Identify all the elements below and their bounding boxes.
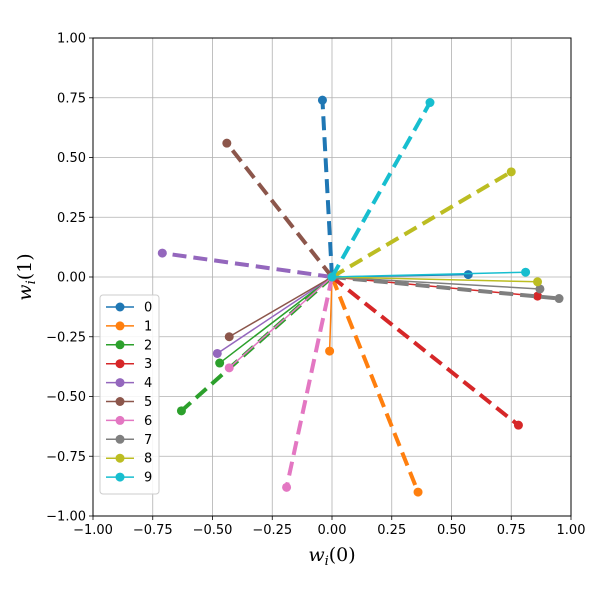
series-1-dashed-line — [330, 276, 420, 493]
legend-item-5: 5 — [106, 395, 152, 410]
series-7-dashed-point — [554, 294, 564, 304]
x-tick-label: 0.50 — [437, 523, 466, 538]
legend-label: 2 — [144, 338, 152, 353]
series-3-dashed-point — [513, 420, 523, 430]
legend-item-1: 1 — [106, 319, 152, 334]
legend-item-2: 2 — [106, 338, 152, 353]
x-tick-label: −0.25 — [252, 523, 292, 538]
legend-marker — [115, 340, 125, 350]
x-axis-label: wi(0) — [308, 544, 355, 569]
legend-item-8: 8 — [106, 452, 152, 467]
legend-item-6: 6 — [106, 414, 152, 429]
series-5-solid-line — [228, 276, 333, 338]
series-9-solid-line — [331, 271, 526, 278]
legend-label: 7 — [144, 433, 152, 448]
series-9 — [327, 98, 531, 282]
legend-marker — [115, 397, 125, 406]
series-4-solid-point — [212, 348, 222, 358]
series-3-dashed-line — [330, 275, 520, 427]
series-3-solid-point — [533, 291, 543, 301]
series-8-dashed-line — [330, 170, 513, 279]
legend-marker — [115, 302, 125, 312]
legend-marker — [115, 321, 125, 331]
series-8-dashed-point — [506, 167, 516, 177]
legend-item-0: 0 — [106, 301, 152, 316]
series-9-dashed-point — [425, 98, 435, 108]
series-8-solid-line — [331, 276, 538, 283]
legend-marker — [115, 378, 125, 388]
x-tick-label: −1.00 — [73, 523, 113, 538]
legend-item-4: 4 — [106, 376, 152, 391]
series-0-dashed-line — [320, 100, 334, 278]
series-6-dashed-line — [284, 276, 334, 488]
series-5-solid-point — [224, 332, 234, 342]
series-4-dashed-point — [157, 248, 167, 258]
legend-label: 3 — [144, 357, 152, 372]
series-1-dashed-point — [413, 487, 423, 497]
legend-label: 8 — [144, 452, 152, 467]
legend-item-9: 9 — [106, 471, 152, 486]
series-1-solid-line — [328, 276, 333, 352]
legend-marker — [115, 472, 125, 482]
legend-label: 5 — [144, 395, 152, 410]
series-4-dashed-line — [162, 251, 333, 279]
series-5-dashed-point — [222, 138, 232, 148]
legend-marker — [115, 453, 125, 463]
series-0-solid-point — [463, 270, 473, 280]
x-tick-label: −0.50 — [193, 523, 233, 538]
series-5-dashed-line — [225, 141, 334, 279]
legend-label: 9 — [144, 471, 152, 486]
y-axis-label: wi(1) — [14, 253, 39, 300]
x-tick-label: 0.75 — [497, 523, 526, 538]
x-tick-label: 0.25 — [377, 523, 406, 538]
series-4-solid-line — [216, 276, 333, 355]
y-tick-label: −1.00 — [46, 510, 86, 525]
legend-label: 4 — [144, 376, 152, 391]
y-tick-label: 0.25 — [57, 211, 86, 226]
series-6-dashed-point — [282, 482, 292, 492]
y-tick-label: 0.50 — [57, 151, 86, 166]
series-2-solid-point — [215, 358, 225, 368]
series-7-dashed-line — [331, 275, 560, 301]
series-7-solid-point — [535, 284, 545, 294]
legend-item-3: 3 — [106, 357, 152, 372]
legend-label: 6 — [144, 414, 152, 429]
series-2-dashed-point — [176, 406, 186, 416]
legend-marker — [115, 415, 125, 425]
legend-marker — [115, 359, 125, 369]
legend-item-7: 7 — [106, 433, 152, 448]
y-tick-label: 0.75 — [57, 91, 86, 106]
legend-label: 1 — [144, 319, 152, 334]
x-tick-label: 1.00 — [557, 523, 586, 538]
series-9-dashed-line — [330, 101, 432, 278]
y-tick-label: −0.25 — [46, 330, 86, 345]
y-tick-label: −0.50 — [46, 390, 86, 405]
legend-label: 0 — [144, 301, 152, 316]
x-tick-label: −0.75 — [133, 523, 173, 538]
legend: 0 1 2 3 4 5 6 7 8 9 — [99, 294, 160, 495]
series-1-solid-point — [325, 346, 335, 356]
y-tick-label: −0.75 — [46, 450, 86, 465]
series-9-solid-point — [521, 267, 531, 277]
y-tick-label: 1.00 — [57, 32, 86, 47]
ticks: −1.00 −0.75 −0.50 −0.25 0.00 0.25 0.50 0.75 1.00… — [46, 32, 585, 539]
series-0-dashed-point — [317, 95, 327, 105]
series-8-solid-point — [533, 277, 543, 287]
series-layer — [157, 95, 564, 497]
x-tick-label: 0.00 — [318, 523, 347, 538]
series-6-solid-point — [224, 363, 234, 373]
series-6-solid-line — [228, 276, 333, 369]
y-tick-label: 0.00 — [57, 271, 86, 286]
legend-marker — [115, 434, 125, 444]
